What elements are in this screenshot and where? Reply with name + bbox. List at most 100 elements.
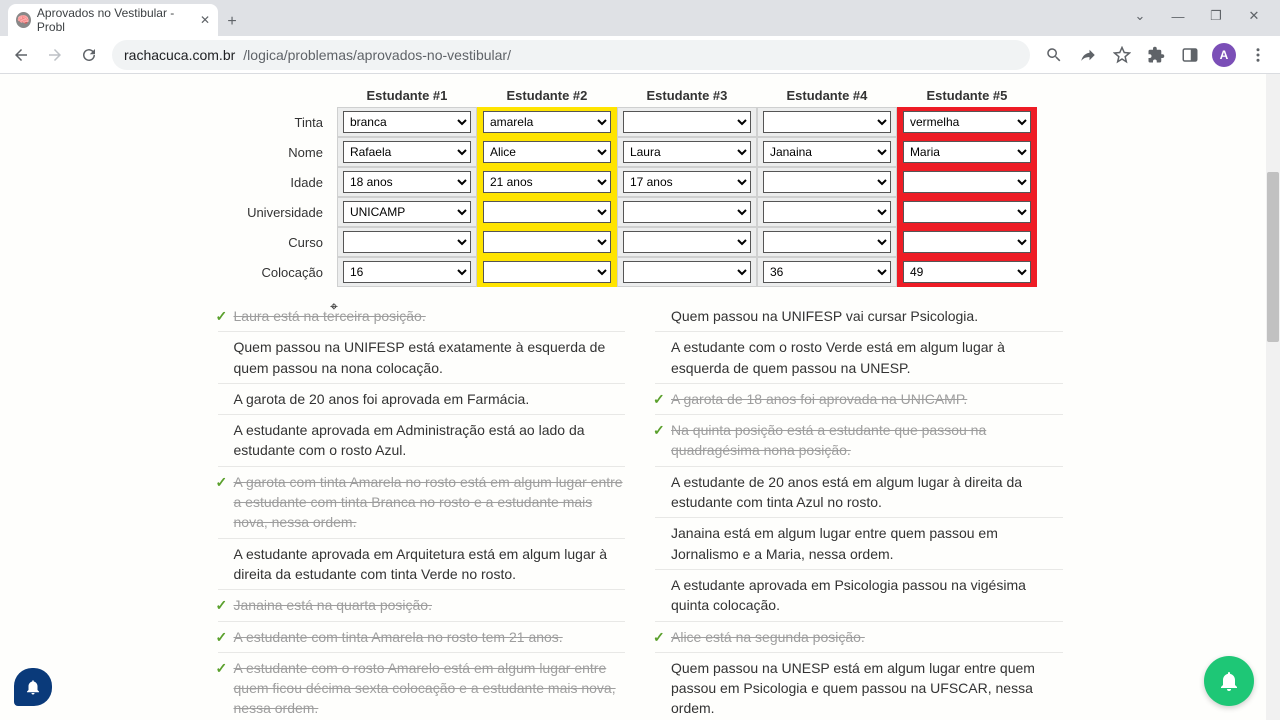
clue-item[interactable]: A garota de 20 anos foi aprovada em Farm… bbox=[218, 384, 626, 415]
new-tab-button[interactable]: + bbox=[218, 8, 246, 36]
grid-select[interactable]: vermelha bbox=[903, 111, 1031, 133]
clues-left-column: ✓ Laura está na terceira posição. Quem pas… bbox=[218, 301, 626, 720]
clue-item[interactable]: ✓ Alice está na segunda posição. bbox=[655, 622, 1063, 653]
clue-area: ✓ Laura está na terceira posição. Quem pas… bbox=[218, 301, 1063, 720]
sidepanel-icon[interactable] bbox=[1174, 40, 1206, 70]
grid-select[interactable]: Rafaela bbox=[343, 141, 471, 163]
clue-item[interactable]: ✓ Laura está na terceira posição. bbox=[218, 301, 626, 332]
grid-select[interactable] bbox=[623, 261, 751, 283]
grid-select[interactable]: 17 anos bbox=[623, 171, 751, 193]
minimize-button[interactable]: — bbox=[1160, 2, 1196, 30]
row-label: Tinta bbox=[243, 107, 337, 137]
back-button[interactable] bbox=[6, 40, 36, 70]
clue-text: A estudante com o rosto Amarelo está em … bbox=[234, 658, 626, 719]
grid-select[interactable]: 18 anos bbox=[343, 171, 471, 193]
clue-text: A garota com tinta Amarela no rosto está… bbox=[234, 472, 626, 533]
grid-select[interactable]: branca bbox=[343, 111, 471, 133]
grid-select[interactable] bbox=[483, 231, 611, 253]
clue-item[interactable]: Janaina está em algum lugar entre quem p… bbox=[655, 518, 1063, 570]
tab-close-icon[interactable]: ✕ bbox=[200, 13, 210, 27]
clue-item[interactable]: Quem passou na UNIFESP vai cursar Psicol… bbox=[655, 301, 1063, 332]
bookmark-icon[interactable] bbox=[1106, 40, 1138, 70]
grid-select[interactable] bbox=[623, 231, 751, 253]
row-label: Universidade bbox=[243, 197, 337, 227]
clue-item[interactable]: Quem passou na UNESP está em algum lugar… bbox=[655, 653, 1063, 720]
column-header: Estudante #1 bbox=[337, 84, 477, 107]
check-icon: ✓ bbox=[216, 306, 228, 326]
share-icon[interactable] bbox=[1072, 40, 1104, 70]
grid-select[interactable]: Alice bbox=[483, 141, 611, 163]
clue-item[interactable]: A estudante aprovada em Psicologia passo… bbox=[655, 570, 1063, 622]
clue-text: Alice está na segunda posição. bbox=[671, 627, 865, 647]
clue-text: A estudante aprovada em Administração es… bbox=[234, 420, 626, 461]
clue-item[interactable]: A estudante aprovada em Arquitetura está… bbox=[218, 539, 626, 591]
notification-badge-right[interactable] bbox=[1204, 656, 1254, 706]
clue-text: Laura está na terceira posição. bbox=[234, 306, 426, 326]
url-path: /logica/problemas/aprovados-no-vestibula… bbox=[243, 47, 511, 63]
extensions-icon[interactable] bbox=[1140, 40, 1172, 70]
grid-select[interactable] bbox=[483, 261, 611, 283]
grid-select[interactable] bbox=[763, 111, 891, 133]
reload-button[interactable] bbox=[74, 40, 104, 70]
zoom-icon[interactable] bbox=[1038, 40, 1070, 70]
grid-select[interactable] bbox=[483, 201, 611, 223]
check-icon: ✓ bbox=[653, 389, 665, 409]
grid-select[interactable]: UNICAMP bbox=[343, 201, 471, 223]
grid-select[interactable]: Janaina bbox=[763, 141, 891, 163]
puzzle-grid: Estudante #1Estudante #2Estudante #3Estu… bbox=[243, 84, 1037, 287]
clue-item[interactable]: ✓ Janaina está na quarta posição. bbox=[218, 590, 626, 621]
row-label: Idade bbox=[243, 167, 337, 197]
grid-select[interactable]: 36 bbox=[763, 261, 891, 283]
clue-item[interactable]: A estudante com o rosto Verde está em al… bbox=[655, 332, 1063, 384]
maximize-button[interactable]: ❐ bbox=[1198, 2, 1234, 30]
close-window-button[interactable]: ✕ bbox=[1236, 2, 1272, 30]
forward-button[interactable] bbox=[40, 40, 70, 70]
chevron-down-icon[interactable]: ⌄ bbox=[1122, 2, 1158, 30]
check-icon: ✓ bbox=[216, 595, 228, 615]
grid-select[interactable] bbox=[623, 201, 751, 223]
grid-select[interactable]: Laura bbox=[623, 141, 751, 163]
grid-select[interactable]: Maria bbox=[903, 141, 1031, 163]
check-icon: ✓ bbox=[216, 627, 228, 647]
grid-select[interactable] bbox=[903, 171, 1031, 193]
profile-button[interactable]: A bbox=[1208, 40, 1240, 70]
check-icon: ✓ bbox=[653, 627, 665, 647]
grid-select[interactable] bbox=[903, 201, 1031, 223]
check-icon: ✓ bbox=[216, 658, 228, 678]
grid-select[interactable] bbox=[903, 231, 1031, 253]
clue-item[interactable]: ✓Na quinta posição está a estudante que … bbox=[655, 415, 1063, 467]
clue-item[interactable]: A estudante aprovada em Administração es… bbox=[218, 415, 626, 467]
grid-select[interactable]: 21 anos bbox=[483, 171, 611, 193]
url-host: rachacuca.com.br bbox=[124, 47, 235, 63]
notification-badge-left[interactable] bbox=[14, 668, 52, 706]
browser-tab[interactable]: 🧠 Aprovados no Vestibular - Probl ✕ bbox=[8, 4, 218, 36]
scrollbar-thumb[interactable] bbox=[1267, 172, 1279, 342]
grid-select[interactable] bbox=[763, 171, 891, 193]
url-bar[interactable]: rachacuca.com.br/logica/problemas/aprova… bbox=[112, 40, 1030, 70]
clue-item[interactable]: ✓A estudante com tinta Amarela no rosto … bbox=[218, 622, 626, 653]
clue-item[interactable]: ✓A garota de 18 anos foi aprovada na UNI… bbox=[655, 384, 1063, 415]
grid-select[interactable] bbox=[763, 231, 891, 253]
grid-select[interactable]: 49 bbox=[903, 261, 1031, 283]
clue-item[interactable]: A estudante de 20 anos está em algum lug… bbox=[655, 467, 1063, 519]
browser-titlebar: 🧠 Aprovados no Vestibular - Probl ✕ + ⌄ … bbox=[0, 0, 1280, 36]
clue-text: Quem passou na UNESP está em algum lugar… bbox=[671, 658, 1063, 719]
check-icon: ✓ bbox=[216, 472, 228, 492]
grid-select[interactable]: amarela bbox=[483, 111, 611, 133]
clue-item[interactable]: ✓ A garota com tinta Amarela no rosto est… bbox=[218, 467, 626, 539]
row-label: Colocação bbox=[243, 257, 337, 287]
clue-text: Janaina está na quarta posição. bbox=[234, 595, 432, 615]
clue-item[interactable]: ✓ A estudante com o rosto Amarelo está em… bbox=[218, 653, 626, 720]
clue-item[interactable]: Quem passou na UNIFESP está exatamente à… bbox=[218, 332, 626, 384]
clue-text: A estudante com o rosto Verde está em al… bbox=[671, 337, 1063, 378]
clue-text: Quem passou na UNIFESP vai cursar Psicol… bbox=[671, 306, 978, 326]
tab-favicon: 🧠 bbox=[16, 12, 31, 28]
grid-select[interactable] bbox=[623, 111, 751, 133]
column-header: Estudante #4 bbox=[757, 84, 897, 107]
column-header: Estudante #2 bbox=[477, 84, 617, 107]
vertical-scrollbar[interactable] bbox=[1266, 74, 1280, 720]
menu-icon[interactable] bbox=[1242, 40, 1274, 70]
grid-select[interactable] bbox=[343, 231, 471, 253]
grid-select[interactable] bbox=[763, 201, 891, 223]
grid-select[interactable]: 16 bbox=[343, 261, 471, 283]
